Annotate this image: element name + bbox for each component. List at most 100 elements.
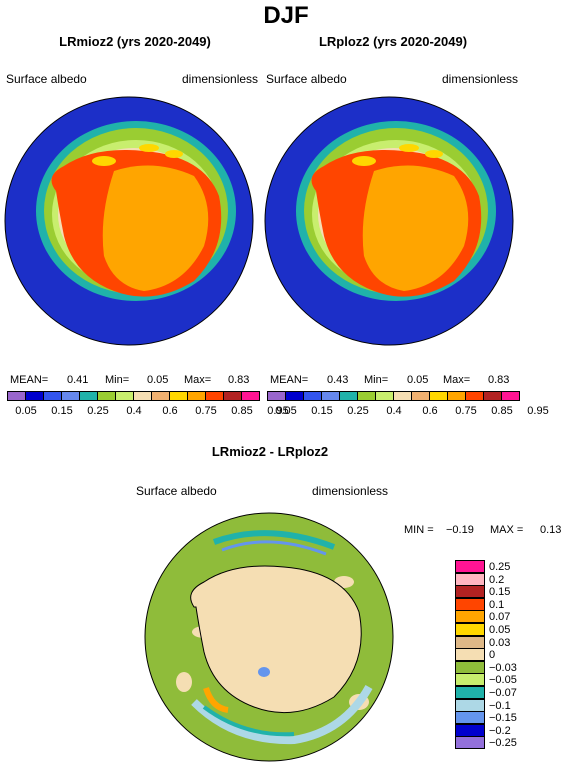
colorbar-label: 0.95 (527, 405, 549, 417)
colorbar-label: 0.6 (162, 405, 178, 417)
difference-units: dimensionless (312, 484, 389, 498)
difference-legend-swatch (455, 585, 485, 599)
colorbar-label: 0.4 (126, 405, 142, 417)
colorbar-swatch (241, 391, 260, 401)
difference-min-label: MIN = (404, 524, 434, 536)
colorbar-swatch (169, 391, 188, 401)
difference-variable: Surface albedo (136, 484, 217, 498)
difference-legend-label: 0.15 (489, 586, 511, 599)
figure-title: DJF (263, 2, 309, 29)
panel-1-min-value: 0.05 (147, 374, 169, 386)
panel-1-max-label: Max= (184, 374, 212, 386)
colorbar-label: 0.4 (386, 405, 402, 417)
panel-1-mean-label: MEAN= (10, 374, 49, 386)
colorbar-swatch (321, 391, 340, 401)
colorbar-label: 0.95 (267, 405, 289, 417)
difference-legend-swatch (455, 660, 485, 674)
colorbar-swatch (223, 391, 242, 401)
colorbar-label: 0.15 (51, 405, 73, 417)
difference-legend: 0.25 0.2 0.15 0.1 0.07 0.05 0.03 0 −0.03 −0.05 −0.… (455, 560, 565, 760)
panel-2-min-value: 0.05 (407, 374, 429, 386)
panel-2-mean-value: 0.43 (327, 374, 349, 386)
difference-legend-label: −0.05 (489, 674, 517, 687)
panel-2-max-value: 0.83 (488, 374, 510, 386)
difference-legend-swatch (455, 610, 485, 624)
colorbar-swatch (205, 391, 224, 401)
colorbar-label: 0.6 (422, 405, 438, 417)
colorbar-label: 0.05 (275, 405, 297, 417)
colorbar-swatch (429, 391, 448, 401)
difference-legend-swatch (455, 560, 485, 573)
difference-legend-swatch (455, 711, 485, 725)
difference-legend-swatch (455, 597, 485, 611)
colorbar-swatch (151, 391, 170, 401)
albedo-colorbar-1 (7, 391, 260, 401)
difference-legend-label: −0.15 (489, 712, 517, 725)
colorbar-swatch (79, 391, 98, 401)
panel-2-units: dimensionless (442, 72, 519, 86)
colorbar-swatch (97, 391, 116, 401)
panel-1-mean-value: 0.41 (67, 374, 89, 386)
colorbar-label: 0.25 (87, 405, 109, 417)
difference-legend-swatch (455, 572, 485, 586)
difference-legend-swatch (455, 635, 485, 649)
panel-1-max-value: 0.83 (228, 374, 250, 386)
albedo-colorbar-2 (267, 391, 520, 401)
colorbar-swatch (447, 391, 466, 401)
panel-2-title: LRploz2 (yrs 2020-2049) (318, 34, 468, 49)
difference-legend-label: −0.03 (489, 661, 517, 674)
panel-2-max-label: Max= (443, 374, 471, 386)
difference-legend-swatch (455, 623, 485, 636)
colorbar-swatch (7, 391, 26, 401)
colorbar-label: 0.85 (231, 405, 253, 417)
colorbar-label: 0.75 (455, 405, 477, 417)
panel-1-units: dimensionless (182, 72, 259, 86)
difference-legend-swatch (455, 648, 485, 662)
colorbar-swatch (303, 391, 322, 401)
difference-legend-label: 0.07 (489, 611, 511, 624)
difference-legend-label: 0.1 (489, 598, 505, 611)
panel-2-variable: Surface albedo (266, 72, 347, 86)
difference-legend-label: 0.25 (489, 561, 511, 573)
colorbar-swatch (61, 391, 80, 401)
panel-1-title: LRmioz2 (yrs 2020-2049) (59, 34, 211, 49)
colorbar-swatch (187, 391, 206, 401)
panel-2-min-label: Min= (364, 374, 389, 386)
colorbar-swatch (267, 391, 286, 401)
difference-legend-label: 0.03 (489, 636, 511, 649)
difference-legend-label: −0.1 (489, 699, 511, 712)
albedo-map-lrploz2 (264, 96, 514, 346)
colorbar-swatch (411, 391, 430, 401)
difference-legend-label: 0.2 (489, 573, 505, 586)
panel-2-mean-label: MEAN= (270, 374, 309, 386)
colorbar-swatch (115, 391, 134, 401)
colorbar-swatch (25, 391, 44, 401)
colorbar-swatch (43, 391, 62, 401)
difference-legend-label: −0.07 (489, 687, 517, 699)
colorbar-swatch (465, 391, 484, 401)
colorbar-swatch (339, 391, 358, 401)
difference-legend-swatch (455, 723, 485, 737)
colorbar-swatch (133, 391, 152, 401)
difference-legend-swatch (455, 673, 485, 687)
colorbar-label: 0.25 (347, 405, 369, 417)
difference-title: LRmioz2 - LRploz2 (211, 444, 329, 459)
colorbar-swatch (375, 391, 394, 401)
colorbar-swatch (393, 391, 412, 401)
panel-1-variable: Surface albedo (6, 72, 87, 86)
panel-1-min-label: Min= (105, 374, 130, 386)
difference-min-value: −0.19 (446, 524, 474, 536)
colorbar-label: 0.75 (195, 405, 217, 417)
difference-legend-label: 0 (489, 649, 496, 662)
difference-legend-swatch (455, 686, 485, 699)
difference-legend-swatch (455, 698, 485, 712)
albedo-map-lrmioz2 (4, 96, 254, 346)
difference-max-label: MAX = (490, 524, 524, 536)
colorbar-swatch (285, 391, 304, 401)
albedo-colorbar-2-labels: 0.05 0.15 0.25 0.4 0.6 0.75 0.85 0.95 (268, 405, 548, 419)
difference-max-value: 0.13 (540, 524, 562, 536)
colorbar-label: 0.15 (311, 405, 333, 417)
difference-legend-label: −0.2 (489, 724, 511, 737)
colorbar-swatch (501, 391, 520, 401)
colorbar-label: 0.85 (491, 405, 513, 417)
